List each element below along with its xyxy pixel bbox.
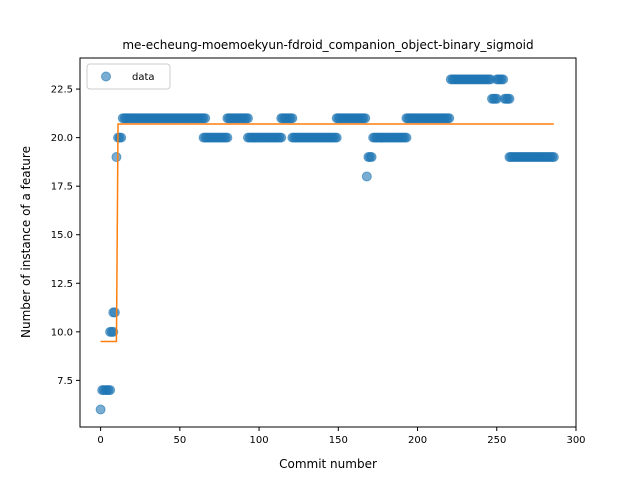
x-tick-label: 300 xyxy=(566,435,585,446)
data-point xyxy=(360,113,371,124)
axes-frame xyxy=(79,57,577,428)
chart-title: me-echeung-moemoekyun-fdroid_companion_o… xyxy=(122,38,533,52)
legend: data xyxy=(86,63,171,90)
data-point xyxy=(242,113,253,124)
data-point xyxy=(548,152,559,163)
data-point xyxy=(498,74,509,85)
y-tick-label: 17.5 xyxy=(51,182,73,193)
y-tick-label: 15.0 xyxy=(51,230,73,241)
data-point xyxy=(111,152,122,163)
data-point xyxy=(401,132,412,143)
y-tick-label: 22.5 xyxy=(51,85,73,96)
data-point xyxy=(331,132,342,143)
data-point xyxy=(105,385,116,396)
data-point xyxy=(287,113,298,124)
x-axis-label: Commit number xyxy=(279,457,377,471)
data-point xyxy=(366,152,377,163)
x-axis-ticks: 0 50 100 150 200 250 300 xyxy=(97,427,586,446)
data-point xyxy=(116,132,127,143)
x-tick-label: 250 xyxy=(487,435,506,446)
y-axis-label: Number of instance of a feature xyxy=(19,146,33,338)
data-point xyxy=(95,404,106,415)
data-point xyxy=(108,326,119,337)
data-point xyxy=(222,132,233,143)
legend-box xyxy=(86,63,171,90)
y-tick-label: 20.0 xyxy=(51,133,73,144)
x-tick-label: 0 xyxy=(97,435,103,446)
x-tick-label: 200 xyxy=(408,435,427,446)
data-point xyxy=(361,171,372,182)
x-tick-label: 50 xyxy=(173,435,186,446)
x-tick-label: 150 xyxy=(329,435,348,446)
y-tick-label: 7.5 xyxy=(57,376,73,387)
y-tick-label: 12.5 xyxy=(51,279,73,290)
legend-label-data: data xyxy=(132,72,155,83)
y-axis-ticks: 7.5 10.0 12.5 15.0 17.5 20.0 22.5 xyxy=(51,85,80,387)
y-tick-label: 10.0 xyxy=(51,327,73,338)
data-point xyxy=(109,307,120,318)
legend-marker-data xyxy=(101,71,111,82)
data-point xyxy=(200,113,211,124)
x-tick-label: 100 xyxy=(250,435,269,446)
data-points xyxy=(95,74,559,415)
plot-area xyxy=(79,57,577,428)
data-point xyxy=(276,132,287,143)
fit-line xyxy=(100,123,554,343)
data-point xyxy=(504,93,515,104)
data-point xyxy=(444,113,455,124)
